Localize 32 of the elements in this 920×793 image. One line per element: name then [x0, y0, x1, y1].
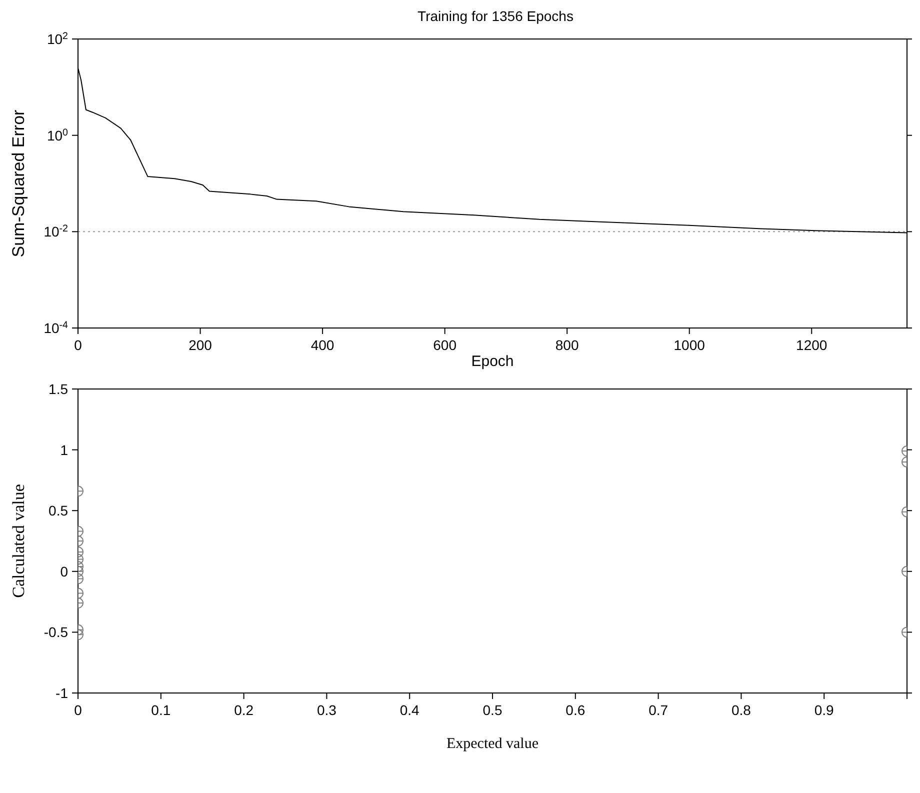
x-tick-label: 0.4 [400, 702, 420, 718]
x-tick-label: 0 [74, 337, 82, 353]
y-tick-label: -1 [56, 685, 68, 701]
x-axis-title: Epoch [471, 353, 514, 370]
x-tick-label: 1200 [796, 337, 828, 353]
y-axis-title: Calculated value [9, 484, 28, 598]
y-tick-label: 10$^{-2}$ [44, 223, 68, 240]
y-tick-label: 0.5 [48, 502, 68, 519]
y-tick-label: -0.5 [44, 624, 68, 640]
x-tick-label: 600 [433, 337, 457, 353]
x-tick-label: 0.8 [731, 702, 752, 718]
x-tick-label: 0.1 [151, 702, 171, 718]
y-tick-label: 1.5 [48, 381, 68, 397]
x-tick-label: 0.2 [234, 702, 254, 718]
x-tick-label: 400 [310, 337, 334, 353]
y-tick-label: 10$^{-4}$ [44, 320, 69, 336]
y-axis-title: Sum-Squared Error [9, 109, 28, 258]
x-tick-label: 800 [555, 337, 579, 353]
x-tick-label: 0.5 [482, 702, 502, 718]
y-tick-label: 10$^{2}$ [46, 30, 68, 47]
x-tick-label: 0.7 [648, 702, 668, 718]
x-tick-label: 0.9 [814, 702, 834, 718]
x-tick-label: 200 [188, 337, 212, 353]
x-tick-label: 1000 [674, 337, 706, 353]
y-tick-label: 1 [60, 442, 68, 458]
x-tick-label: 0.6 [566, 702, 586, 718]
x-axis-title: Expected value [446, 736, 539, 752]
chart-title: Training for 1356 Epochs [416, 8, 574, 26]
y-tick-label: 0 [60, 563, 68, 580]
x-tick-label: 0.3 [316, 702, 337, 718]
x-tick-label: 0 [74, 702, 82, 718]
y-tick-label: 10$^{0}$ [46, 126, 69, 144]
